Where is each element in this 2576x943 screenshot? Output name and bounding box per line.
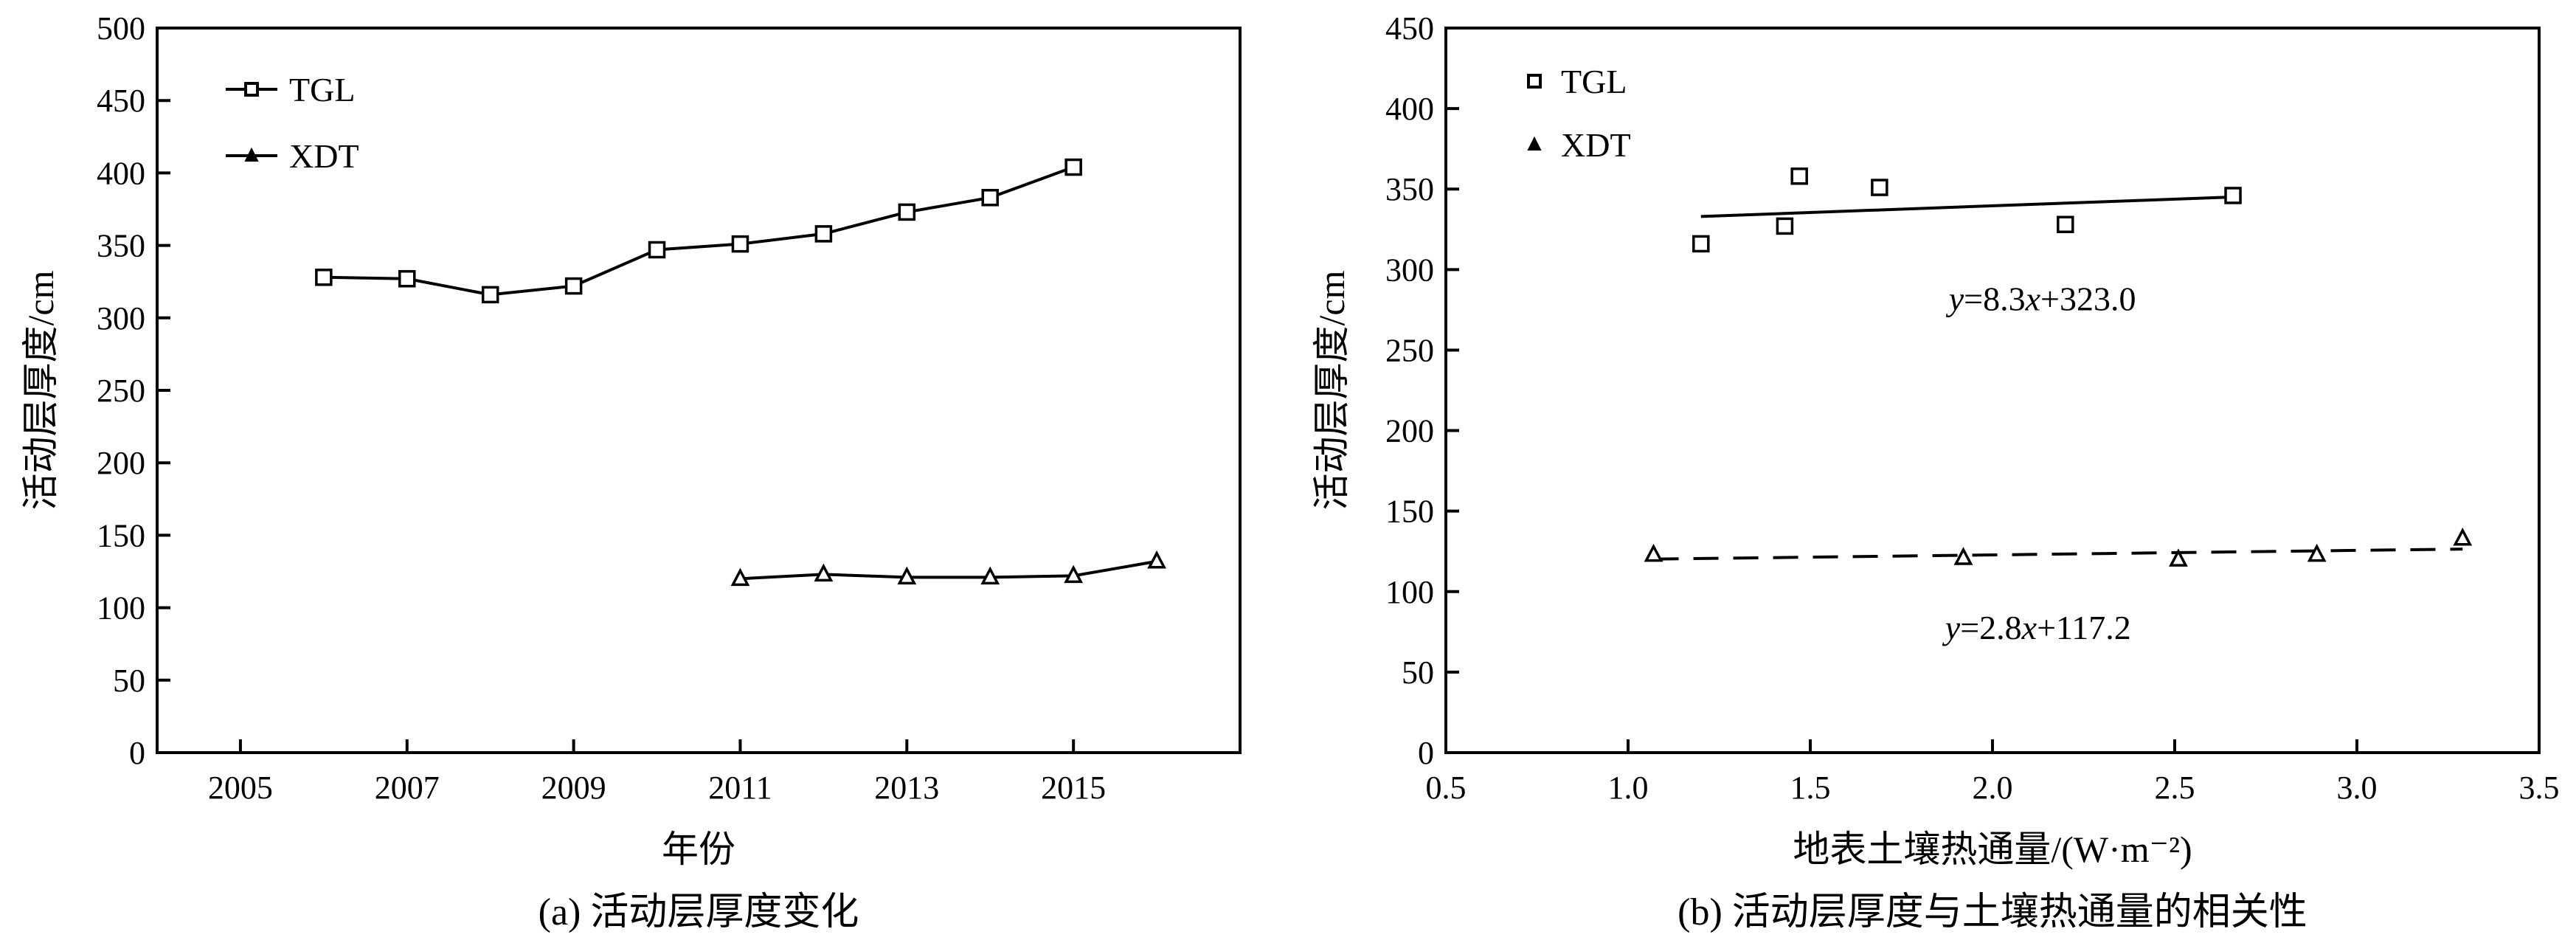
data-point [2057,215,2074,233]
x-tick-label: 3.5 [2519,770,2560,806]
x-tick-label: 0.5 [1426,770,1467,806]
data-point [2453,528,2473,546]
legend-marker [1527,136,1542,151]
chart-a: 0 50 100 150 200 250 300 350 400 450 500 2005 2007 20… [20,10,1242,933]
data-point [1871,179,1888,196]
y-tick-label: 0 [129,735,145,771]
y-tick-label: 250 [97,373,145,409]
data-point [1953,547,1973,565]
x-tick-label: 1.0 [1608,770,1649,806]
x-tick-label: 2.0 [1973,770,2013,806]
legend-label: XDT [1561,126,1631,164]
y-tick-label: 450 [97,83,145,119]
x-tick-label: 1.5 [1790,770,1831,806]
data-point [980,566,1000,585]
data-point [1790,167,1808,185]
regression-equation: y=2.8x+117.2 [1942,609,2131,646]
data-point [814,225,833,243]
data-point [814,563,834,582]
data-point [731,235,749,253]
x-tick-label: 2011 [708,770,772,806]
data-point [398,270,416,288]
y-tick-label: 400 [97,155,145,191]
data-point [2169,548,2188,567]
y-axis-label: 活动层厚度/cm [20,270,61,510]
y-tick-label: 300 [97,300,145,336]
legend-label: TGL [1561,63,1627,100]
y-tick-label: 400 [1385,91,1434,127]
legend-marker [244,147,259,162]
chart-caption: (a) 活动层厚度变化 [539,891,859,933]
legend-marker [1527,74,1542,89]
legend-label: XDT [289,137,359,175]
x-axis-label: 地表土壤热通量/(W·m⁻²) [1793,829,2192,870]
series-line [323,165,1074,297]
data-point [481,286,499,304]
data-point [2307,543,2327,562]
y-tick-label: 200 [1385,413,1434,449]
data-point [648,241,666,259]
y-tick-label: 50 [113,663,145,699]
y-tick-label: 100 [1385,574,1434,610]
y-tick-label: 350 [1385,171,1434,207]
x-tick-label: 2007 [375,770,440,806]
y-tick-label: 300 [1385,252,1434,288]
y-tick-label: 350 [97,228,145,264]
series-line [740,559,1157,581]
data-point [730,567,750,587]
data-point [1064,158,1082,176]
legend-marker [244,82,259,97]
series-tgl [1692,167,2242,253]
fit-line [1653,548,2463,561]
data-point [898,203,916,221]
series-tgl [315,158,1082,304]
x-tick-label: 2009 [541,770,606,806]
x-axis-label: 年份 [662,829,735,870]
data-point [1147,550,1166,569]
legend-item-tgl: TGL [1527,63,1627,100]
data-point [1644,543,1663,562]
chart-caption: (b) 活动层厚度与土壤热通量的相关性 [1677,891,2307,933]
y-tick-label: 100 [97,590,145,626]
y-axis-label: 活动层厚度/cm [1311,270,1352,510]
y-tick-label: 0 [1418,735,1434,771]
data-point [1064,564,1084,584]
x-tick-label: 2015 [1041,770,1106,806]
data-point [564,277,583,295]
legend-item-tgl: TGL [226,71,355,108]
y-tick-label: 50 [1402,654,1434,691]
y-tick-label: 150 [1385,494,1434,530]
data-point [1776,217,1794,235]
x-tick-label: 2013 [874,770,939,806]
data-point [315,269,333,286]
data-point [2224,187,2242,204]
fit-line [1700,195,2234,218]
y-tick-label: 200 [97,445,145,481]
y-tick-label: 250 [1385,332,1434,368]
x-tick-label: 2005 [208,770,273,806]
data-point [981,189,999,207]
legend-item-xdt: XDT [226,137,359,175]
legend-label: TGL [289,71,355,108]
y-tick-label: 450 [1385,10,1434,46]
legend-item-xdt: XDT [1527,126,1631,164]
regression-equation: y=8.3x+323.0 [1946,280,2136,318]
y-tick-label: 150 [97,517,145,553]
x-tick-label: 3.0 [2337,770,2378,806]
series-xdt [1644,528,2473,567]
data-point [897,566,917,585]
x-tick-label: 2.5 [2155,770,2195,806]
chart-b: 0 50 100 150 200 250 300 350 400 450 0.5 1.0 1.5 2.0 2… [1311,10,2560,933]
series-xdt [730,550,1166,587]
data-point [1692,235,1710,253]
y-tick-label: 500 [97,10,145,46]
